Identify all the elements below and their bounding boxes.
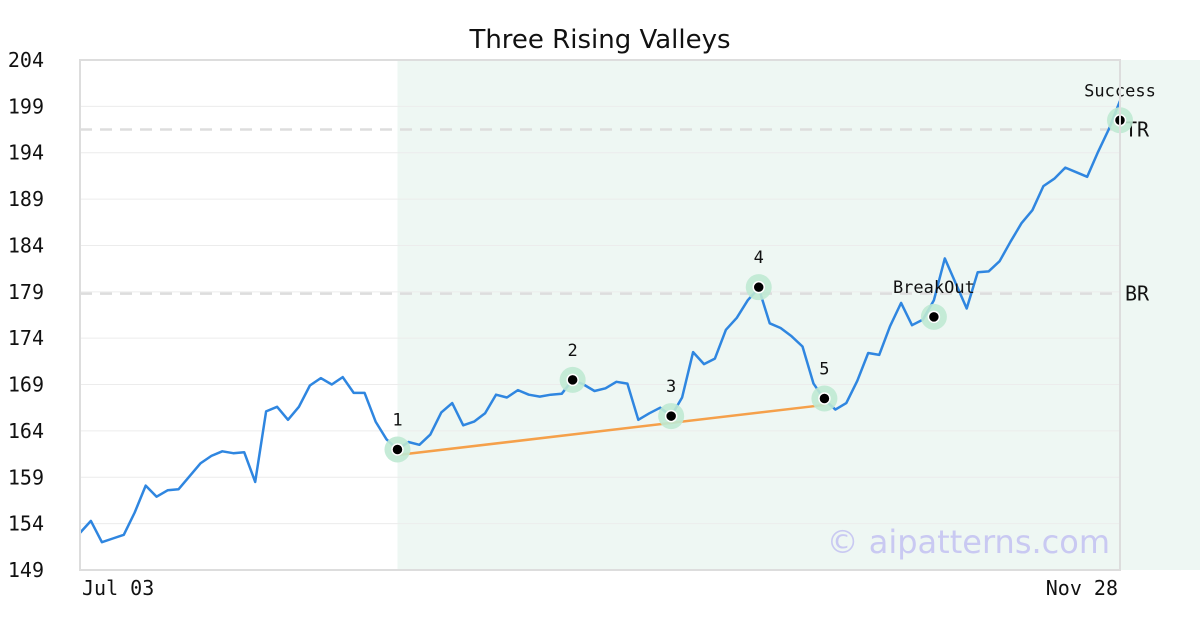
y-tick-label: 199 bbox=[8, 94, 44, 118]
y-tick-label: 164 bbox=[8, 419, 44, 443]
pattern-band bbox=[397, 60, 1200, 570]
x-tick-label: Nov 28 bbox=[1046, 576, 1118, 600]
point-marker bbox=[391, 443, 404, 456]
pattern-band-layer bbox=[397, 60, 1200, 570]
y-tick-label: 189 bbox=[8, 187, 44, 211]
trendline-layer bbox=[397, 403, 825, 457]
y-tick-label: 179 bbox=[8, 280, 44, 304]
chart-title: Three Rising Valleys bbox=[468, 25, 730, 55]
grid-layer bbox=[80, 105, 1120, 525]
y-tick-label: 154 bbox=[8, 512, 44, 536]
y-tick-label: 169 bbox=[8, 373, 44, 397]
y-tick-label: 174 bbox=[8, 326, 44, 350]
plot-frame bbox=[79, 59, 1121, 571]
series-layer bbox=[79, 100, 1122, 544]
watermark: © aipatterns.com bbox=[827, 523, 1110, 561]
axes-layer: 204199194189184179174169164159154149Jul … bbox=[8, 48, 1118, 600]
y-tick-label: 159 bbox=[8, 465, 44, 489]
y-tick-label: 194 bbox=[8, 141, 44, 165]
price-line bbox=[79, 100, 1122, 544]
y-tick-label: 149 bbox=[8, 558, 44, 582]
point-marker bbox=[664, 409, 678, 423]
point-marker bbox=[818, 392, 831, 405]
point-label: 1 bbox=[392, 410, 402, 430]
point-label: BreakOut bbox=[893, 278, 975, 298]
y-tick-label: 204 bbox=[8, 48, 44, 72]
point-label: 5 bbox=[819, 359, 829, 379]
trendline bbox=[397, 403, 825, 457]
point-label: 3 bbox=[666, 377, 676, 397]
point-marker bbox=[752, 280, 765, 294]
x-tick-label: Jul 03 bbox=[82, 576, 154, 600]
point-marker bbox=[566, 373, 579, 387]
point-marker bbox=[927, 310, 941, 324]
point-label: 2 bbox=[568, 341, 578, 361]
y-tick-label: 184 bbox=[8, 233, 44, 257]
point-label: 4 bbox=[754, 248, 764, 268]
reference-line-label: BR bbox=[1125, 282, 1150, 306]
